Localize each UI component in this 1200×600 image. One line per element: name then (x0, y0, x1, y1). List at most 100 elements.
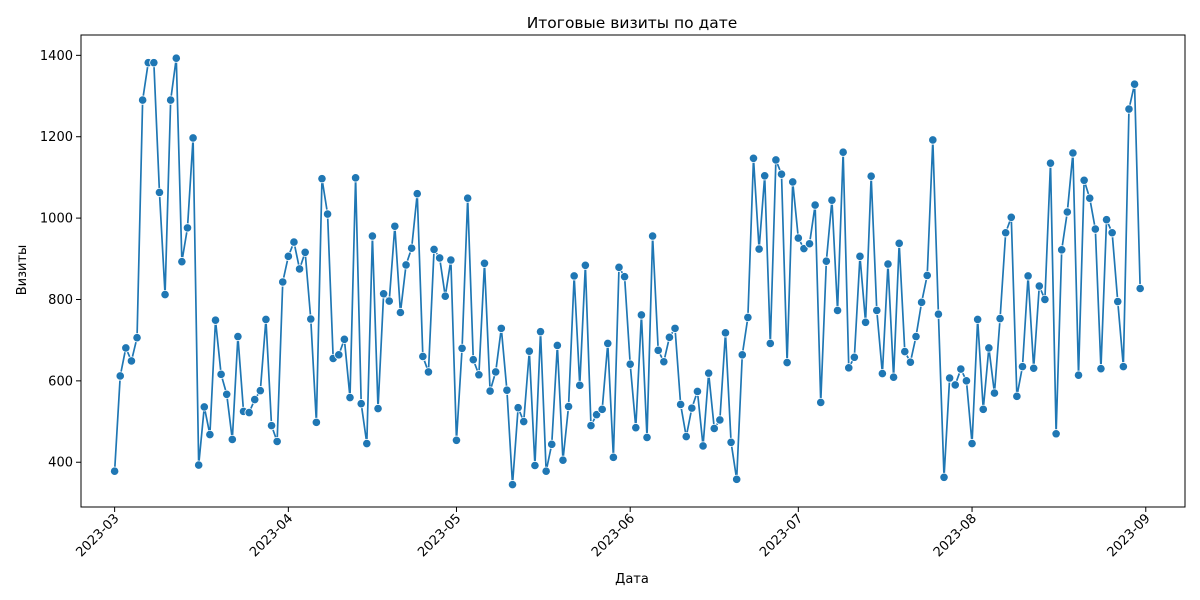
y-axis-title: Визиты (15, 245, 30, 296)
data-point (541, 466, 551, 476)
data-point (311, 417, 321, 427)
data-point (317, 174, 327, 184)
data-point (294, 264, 305, 274)
data-point (872, 305, 882, 316)
data-point (866, 171, 876, 181)
data-point (978, 404, 988, 414)
data-point (194, 460, 204, 470)
data-point (1029, 363, 1039, 373)
data-point (547, 439, 557, 449)
data-point (726, 437, 736, 447)
data-point (608, 452, 618, 462)
data-point (832, 305, 843, 316)
data-point (670, 323, 680, 333)
y-axis: 400 600 800 1000 1200 1400 (40, 49, 81, 471)
data-point (838, 147, 848, 157)
data-point (844, 363, 854, 373)
data-point (306, 314, 316, 324)
plot-frame (80, 34, 1186, 508)
data-point (1135, 283, 1145, 294)
data-point (1107, 228, 1117, 238)
x-tick-label: 2023-08 (931, 511, 980, 560)
data-point (1096, 364, 1106, 374)
data-point (1057, 245, 1067, 255)
data-point (401, 260, 411, 270)
series-line (113, 57, 1142, 486)
data-point (233, 331, 243, 342)
data-point (457, 343, 467, 353)
x-axis: 2023-03 2023-04 2023-05 2023-06 2023-07 2023-… (73, 507, 1154, 560)
data-point (648, 231, 658, 241)
data-point (1090, 224, 1100, 234)
data-point (586, 421, 596, 431)
data-point (698, 441, 708, 451)
data-point (636, 310, 647, 320)
data-point (530, 460, 540, 471)
data-point (1023, 271, 1033, 281)
x-tick-label: 2023-05 (415, 511, 464, 560)
data-point (793, 233, 803, 243)
data-point (810, 200, 820, 210)
data-point (138, 95, 148, 105)
data-point (367, 231, 378, 241)
data-point (182, 223, 193, 233)
data-point (502, 385, 512, 395)
data-point (922, 270, 932, 281)
data-point (692, 386, 703, 397)
data-point (345, 392, 355, 403)
data-point (440, 291, 450, 301)
data-point (266, 421, 277, 431)
data-point (261, 314, 271, 325)
y-tick-label: 400 (48, 456, 73, 471)
data-point (569, 271, 579, 281)
data-point (917, 297, 927, 307)
data-point (956, 364, 966, 374)
data-point (1068, 148, 1078, 158)
data-point (720, 328, 731, 338)
data-point (479, 258, 490, 268)
data-point (171, 53, 181, 63)
data-point (1129, 79, 1140, 89)
data-point (244, 407, 254, 418)
data-point (855, 251, 865, 261)
data-point (121, 343, 131, 353)
data-point (1113, 296, 1123, 307)
data-point (149, 58, 159, 68)
y-tick-label: 1000 (40, 212, 73, 227)
data-point (984, 343, 994, 353)
y-tick-label: 1200 (40, 130, 73, 145)
data-point (788, 177, 798, 187)
data-point (199, 402, 209, 412)
data-point (631, 423, 641, 433)
data-point (776, 169, 787, 179)
data-point (126, 356, 137, 366)
data-point (877, 368, 887, 379)
data-point (619, 272, 630, 282)
data-point (995, 314, 1005, 324)
data-point (715, 415, 725, 425)
data-point (435, 253, 445, 263)
data-point (849, 352, 859, 362)
data-point (1001, 228, 1011, 238)
data-point (278, 277, 288, 287)
data-point (1079, 175, 1089, 185)
data-point (519, 416, 529, 427)
data-point (1073, 370, 1084, 380)
data-point (507, 480, 518, 490)
data-point (961, 376, 972, 386)
data-point (390, 221, 400, 231)
data-point (474, 370, 484, 380)
data-point (1034, 281, 1044, 291)
data-point (350, 173, 361, 183)
x-tick-label: 2023-07 (757, 511, 806, 560)
plot-area (80, 34, 1186, 508)
data-point (1040, 294, 1050, 305)
x-tick-label: 2023-09 (1105, 511, 1154, 560)
data-point (362, 438, 372, 449)
data-point (255, 386, 265, 396)
data-point (737, 350, 747, 360)
data-point (222, 389, 232, 399)
data-point (580, 260, 590, 270)
data-point (558, 455, 568, 465)
